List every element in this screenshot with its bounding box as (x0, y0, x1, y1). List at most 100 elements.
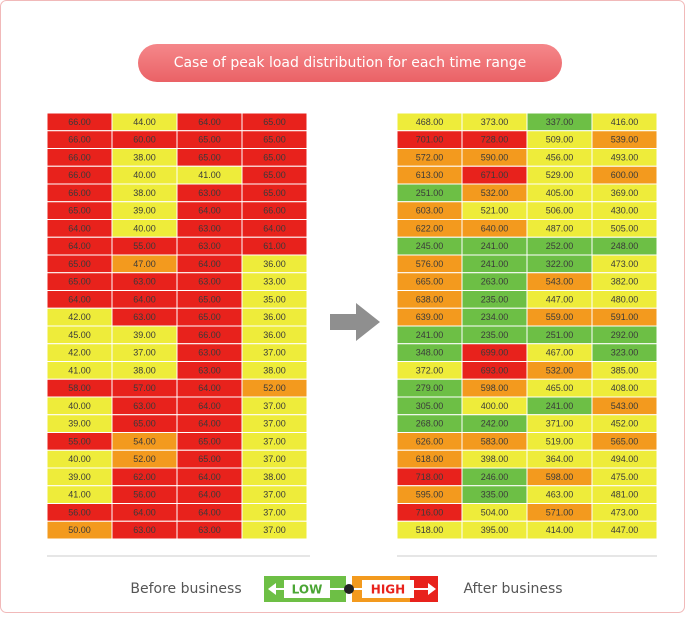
cell-value: 505.00 (611, 223, 639, 233)
cell-value: 37.00 (263, 401, 286, 411)
cell-value: 626.00 (416, 436, 444, 446)
cell-value: 42.00 (68, 348, 91, 358)
cell-value: 718.00 (416, 472, 444, 482)
before-label: Before business (130, 581, 241, 597)
cell-value: 52.00 (263, 383, 286, 393)
cell-value: 58.00 (68, 383, 91, 393)
cell-value: 64.00 (198, 117, 221, 127)
cell-value: 66.00 (68, 117, 91, 127)
cell-value: 65.00 (68, 206, 91, 216)
cell-value: 241.00 (481, 259, 509, 269)
cell-value: 543.00 (611, 401, 639, 411)
cell-value: 305.00 (416, 401, 444, 411)
cell-value: 395.00 (481, 525, 509, 535)
cell-value: 322.00 (546, 259, 574, 269)
cell-value: 42.00 (68, 312, 91, 322)
cell-value: 37.00 (263, 419, 286, 429)
cell-value: 37.00 (263, 525, 286, 535)
tables: 66.00 44.00 64.00 65.00 66.00 60.00 65.00 65.00… (46, 112, 658, 540)
cell-value: 63.00 (198, 365, 221, 375)
cell-value: 509.00 (546, 135, 574, 145)
cell-value: 64.00 (68, 223, 91, 233)
cell-value: 41.00 (68, 490, 91, 500)
cell-value: 665.00 (416, 277, 444, 287)
cell-value: 465.00 (546, 383, 574, 393)
cell-value: 41.00 (198, 170, 221, 180)
cell-value: 234.00 (481, 312, 509, 322)
cell-value: 64.00 (198, 206, 221, 216)
cell-value: 323.00 (611, 348, 639, 358)
cell-value: 371.00 (546, 419, 574, 429)
cell-value: 37.00 (263, 348, 286, 358)
cell-value: 414.00 (546, 525, 574, 535)
cell-value: 728.00 (481, 135, 509, 145)
cell-value: 65.00 (198, 436, 221, 446)
cell-value: 65.00 (133, 419, 156, 429)
cell-value: 63.00 (133, 525, 156, 535)
cell-value: 36.00 (263, 312, 286, 322)
cell-value: 452.00 (611, 419, 639, 429)
cell-value: 66.00 (68, 135, 91, 145)
cell-value: 64.00 (198, 472, 221, 482)
cell-value: 598.00 (546, 472, 574, 482)
after-label: After business (463, 581, 562, 597)
cell-value: 64.00 (263, 223, 286, 233)
cell-value: 39.00 (133, 206, 156, 216)
cell-value: 572.00 (416, 152, 444, 162)
cell-value: 506.00 (546, 206, 574, 216)
cell-value: 65.00 (263, 117, 286, 127)
title-pill (138, 44, 562, 82)
cell-value: 63.00 (133, 312, 156, 322)
cell-value: 41.00 (68, 365, 91, 375)
cell-value: 47.00 (133, 259, 156, 269)
cell-value: 37.00 (263, 436, 286, 446)
cell-value: 63.00 (198, 348, 221, 358)
key-arrow (268, 583, 276, 595)
cell-value: 64.00 (133, 507, 156, 517)
cell-value: 64.00 (198, 419, 221, 429)
cell-value: 63.00 (198, 223, 221, 233)
cell-value: 364.00 (546, 454, 574, 464)
cell-value: 532.00 (546, 365, 574, 375)
cell-value: 235.00 (481, 330, 509, 340)
cell-value: 504.00 (481, 507, 509, 517)
cell-value: 251.00 (416, 188, 444, 198)
cell-value: 65.00 (263, 188, 286, 198)
cell-value: 55.00 (133, 241, 156, 251)
cell-value: 716.00 (416, 507, 444, 517)
cell-value: 65.00 (263, 152, 286, 162)
title: Case of peak load distribution for each … (174, 55, 527, 71)
cell-value: 400.00 (481, 401, 509, 411)
cell-value: 64.00 (198, 507, 221, 517)
cell-value: 598.00 (481, 383, 509, 393)
cell-value: 571.00 (546, 507, 574, 517)
cell-value: 463.00 (546, 490, 574, 500)
cell-value: 430.00 (611, 206, 639, 216)
cell-value: 39.00 (68, 419, 91, 429)
cell-value: 235.00 (481, 294, 509, 304)
high-label: HIGH (371, 583, 405, 597)
cell-value: 40.00 (133, 170, 156, 180)
cell-value: 241.00 (416, 330, 444, 340)
cell-value: 532.00 (481, 188, 509, 198)
cell-value: 66.00 (198, 330, 221, 340)
cell-value: 38.00 (133, 152, 156, 162)
cell-value: 40.00 (68, 401, 91, 411)
cell-value: 475.00 (611, 472, 639, 482)
cell-value: 65.00 (263, 135, 286, 145)
cell-value: 600.00 (611, 170, 639, 180)
cell-value: 447.00 (546, 294, 574, 304)
cell-value: 693.00 (481, 365, 509, 375)
cell-value: 369.00 (611, 188, 639, 198)
cell-value: 529.00 (546, 170, 574, 180)
cell-value: 565.00 (611, 436, 639, 446)
cell-value: 64.00 (198, 490, 221, 500)
cell-value: 382.00 (611, 277, 639, 287)
cell-value: 251.00 (546, 330, 574, 340)
cell-value: 64.00 (68, 294, 91, 304)
cell-value: 55.00 (68, 436, 91, 446)
cell-value: 519.00 (546, 436, 574, 446)
cell-value: 252.00 (546, 241, 574, 251)
cell-value: 38.00 (263, 472, 286, 482)
cell-value: 263.00 (481, 277, 509, 287)
